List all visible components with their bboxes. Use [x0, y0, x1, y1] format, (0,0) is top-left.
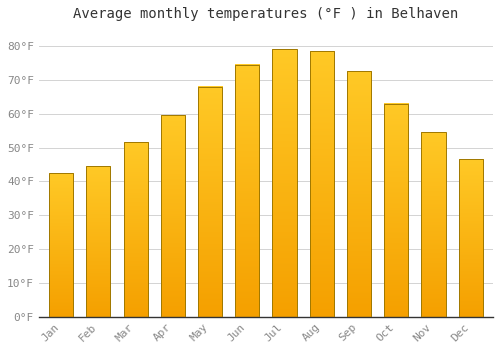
- Bar: [235, 65, 260, 317]
- Bar: [422, 132, 446, 317]
- Bar: [347, 71, 371, 317]
- Title: Average monthly temperatures (°F ) in Belhaven: Average monthly temperatures (°F ) in Be…: [74, 7, 458, 21]
- Bar: [86, 166, 110, 317]
- Bar: [124, 142, 148, 317]
- Bar: [160, 116, 185, 317]
- Bar: [384, 104, 408, 317]
- Bar: [272, 49, 296, 317]
- Bar: [198, 86, 222, 317]
- Bar: [49, 173, 73, 317]
- Bar: [458, 159, 483, 317]
- Bar: [310, 51, 334, 317]
